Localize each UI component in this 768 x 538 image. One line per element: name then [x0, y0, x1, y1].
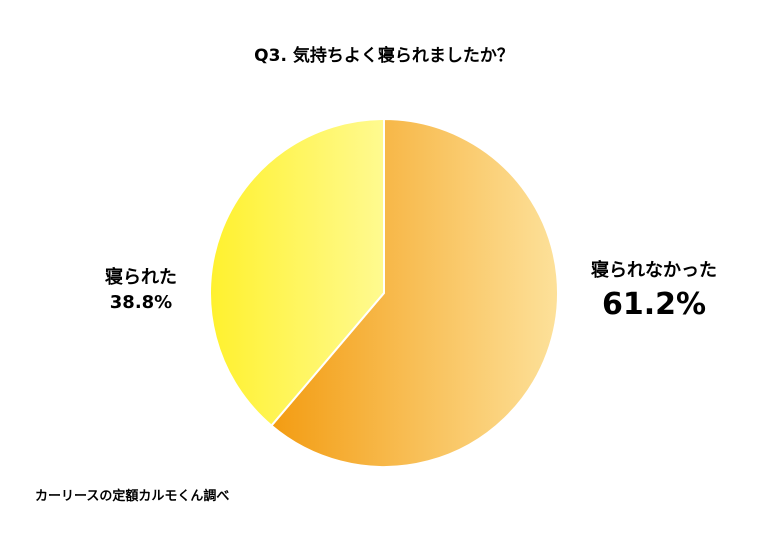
chart-title: Q3. 気持ちよく寝られましたか？ [254, 45, 514, 66]
slice-label-not-slept: 寝られなかった [591, 259, 717, 281]
slice-value-not-slept: 61.2% [602, 287, 706, 322]
pie-slice-slept [209, 117, 385, 428]
slice-label-slept: 寝られた [105, 266, 177, 288]
source-note: カーリースの定額カルモくん調べ [35, 488, 229, 504]
slice-value-slept: 38.8% [110, 292, 172, 313]
pie-slice-not-slept [269, 117, 560, 468]
